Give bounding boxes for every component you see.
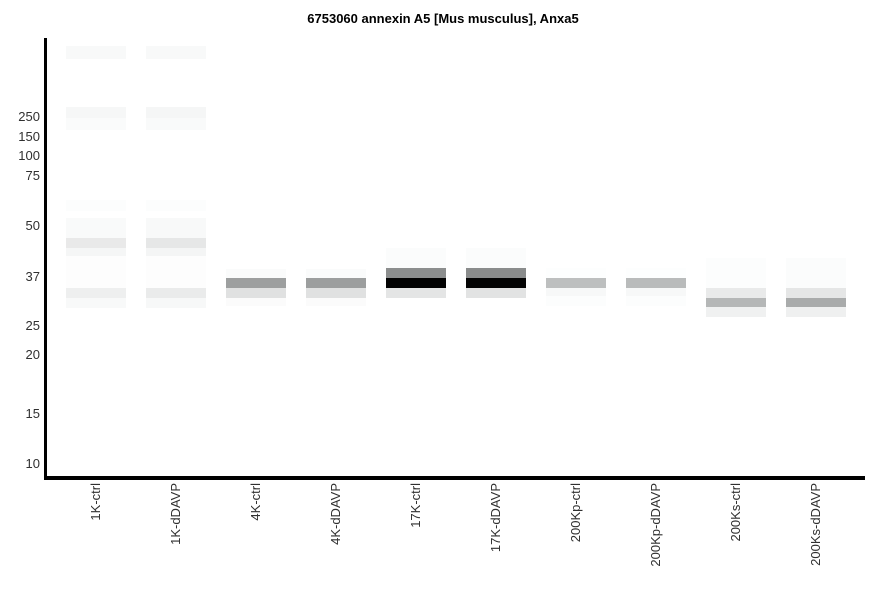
gel-band [306,278,366,288]
gel-band [146,288,206,298]
gel-band [226,288,286,298]
gel-band [66,248,126,256]
gel-band [306,298,366,306]
gel-band [386,248,446,268]
gel-band [146,238,206,248]
gel-band [146,248,206,256]
lane-label-1K-ctrl: 1K-ctrl [88,483,103,521]
y-axis-line [44,38,47,479]
gel-band [66,107,126,118]
gel-band [706,307,766,317]
gel-band [706,288,766,298]
gel-band [66,288,126,298]
y-axis-tick-37: 37 [25,269,40,284]
y-axis-tick-25: 25 [25,318,40,333]
gel-band [146,256,206,288]
gel-band [626,278,686,288]
gel-band [146,107,206,118]
gel-band [66,218,126,238]
gel-band [786,307,846,317]
gel-band [146,298,206,308]
y-axis-tick-100: 100 [18,148,40,163]
y-axis-tick-150: 150 [18,129,40,144]
gel-band [466,278,526,288]
gel-band [546,296,606,306]
gel-band [466,268,526,278]
gel-band [226,269,286,278]
gel-band [546,268,606,278]
gel-band [306,269,366,278]
y-axis-tick-75: 75 [25,168,40,183]
y-axis-tick-250: 250 [18,109,40,124]
lane-label-4K-dDAVP: 4K-dDAVP [328,483,343,545]
gel-band [386,278,446,288]
y-axis-tick-50: 50 [25,218,40,233]
gel-band [146,46,206,59]
chart-title: 6753060 annexin A5 [Mus musculus], Anxa5 [307,11,579,26]
gel-band [146,218,206,238]
gel-band [306,288,366,298]
gel-band [386,268,446,278]
lane-label-4K-ctrl: 4K-ctrl [248,483,263,521]
gel-band [146,200,206,211]
lane-label-200Kp-dDAVP: 200Kp-dDAVP [648,483,663,567]
gel-band [706,298,766,307]
gel-band [546,288,606,296]
gel-band [66,46,126,59]
lane-label-1K-dDAVP: 1K-dDAVP [168,483,183,545]
gel-band [66,118,126,130]
x-axis-line [44,476,865,480]
lane-label-200Ks-ctrl: 200Ks-ctrl [728,483,743,542]
gel-band [786,298,846,307]
gel-band [146,118,206,130]
gel-band [226,298,286,306]
y-axis-tick-15: 15 [25,406,40,421]
lane-label-200Ks-dDAVP: 200Ks-dDAVP [808,483,823,566]
y-axis-tick-10: 10 [25,456,40,471]
lane-label-17K-dDAVP: 17K-dDAVP [488,483,503,553]
gel-band [626,288,686,296]
gel-band [66,238,126,248]
gel-band [386,288,446,298]
gel-band [786,288,846,298]
lane-label-17K-ctrl: 17K-ctrl [408,483,423,528]
gel-band [66,200,126,211]
lane-label-200Kp-ctrl: 200Kp-ctrl [568,483,583,543]
gel-band [66,298,126,308]
gel-band [626,296,686,306]
gel-band [706,258,766,288]
gel-band [66,256,126,288]
gel-band [466,288,526,298]
y-axis-tick-20: 20 [25,347,40,362]
gel-band [786,258,846,288]
gel-band [466,248,526,268]
gel-band [626,268,686,278]
gel-band [226,278,286,288]
gel-band [546,278,606,288]
